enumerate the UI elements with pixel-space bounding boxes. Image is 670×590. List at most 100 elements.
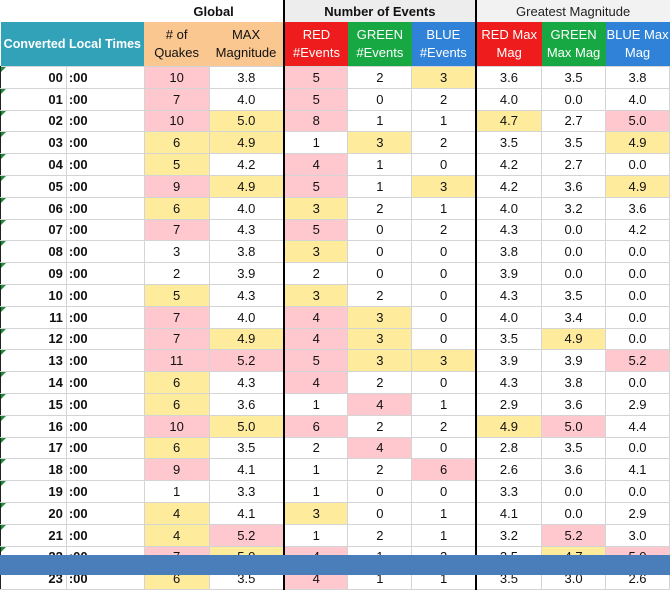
quakes-cell[interactable]: 6 <box>143 392 210 416</box>
hour-cell[interactable]: 12 <box>0 327 67 351</box>
hour-cell[interactable]: 16 <box>0 414 67 438</box>
green-events-cell[interactable]: 4 <box>347 436 413 460</box>
blue-max-mag-cell[interactable]: 0.0 <box>605 153 670 176</box>
red-events-cell[interactable]: 4 <box>283 371 349 394</box>
max-magnitude-cell[interactable]: 4.2 <box>208 153 285 176</box>
red-max-mag-cell[interactable]: 4.3 <box>475 283 543 307</box>
green-max-mag-cell[interactable]: 2.7 <box>541 153 607 176</box>
hour-cell[interactable]: 17 <box>0 436 67 460</box>
blue-events-cell[interactable]: 1 <box>411 501 477 525</box>
max-magnitude-cell[interactable]: 4.1 <box>208 458 285 482</box>
quakes-cell[interactable]: 4 <box>143 501 210 525</box>
red-max-mag-cell[interactable]: 4.9 <box>475 414 543 438</box>
hour-cell[interactable]: 14 <box>0 371 67 394</box>
red-events-cell[interactable]: 1 <box>283 458 349 482</box>
blue-max-mag-cell[interactable]: 4.9 <box>605 174 670 198</box>
green-max-mag-cell[interactable]: 3.5 <box>541 66 607 89</box>
blue-max-mag-cell[interactable]: 4.0 <box>605 87 670 111</box>
red-events-cell[interactable]: 5 <box>283 349 349 373</box>
green-events-cell[interactable]: 0 <box>347 501 413 525</box>
green-max-mag-cell[interactable]: 5.0 <box>541 414 607 438</box>
red-events-cell[interactable]: 4 <box>283 153 349 176</box>
hour-cell[interactable]: 07 <box>0 218 67 242</box>
minute-cell[interactable]: :00 <box>65 327 145 351</box>
red-events-cell[interactable]: 1 <box>283 480 349 503</box>
quakes-cell[interactable]: 7 <box>143 305 210 329</box>
blue-max-mag-cell[interactable]: 0.0 <box>605 327 670 351</box>
minute-cell[interactable]: :00 <box>65 174 145 198</box>
red-max-mag-cell[interactable]: 3.8 <box>475 240 543 264</box>
blue-events-cell[interactable]: 0 <box>411 436 477 460</box>
red-events-cell[interactable]: 5 <box>283 66 349 89</box>
red-events-cell[interactable]: 8 <box>283 109 349 133</box>
max-magnitude-cell[interactable]: 3.3 <box>208 480 285 503</box>
green-max-mag-cell[interactable]: 3.6 <box>541 458 607 482</box>
blue-max-mag-cell[interactable]: 4.1 <box>605 458 670 482</box>
quakes-cell[interactable]: 1 <box>143 480 210 503</box>
red-max-mag-cell[interactable]: 3.5 <box>475 131 543 155</box>
blue-events-cell[interactable]: 1 <box>411 392 477 416</box>
red-max-mag-cell[interactable]: 3.9 <box>475 262 543 285</box>
minute-cell[interactable]: :00 <box>65 196 145 220</box>
blue-max-mag-cell[interactable]: 3.0 <box>605 523 670 547</box>
blue-events-cell[interactable]: 2 <box>411 414 477 438</box>
red-max-mag-cell[interactable]: 3.9 <box>475 349 543 373</box>
red-events-cell[interactable]: 4 <box>283 305 349 329</box>
green-max-mag-cell[interactable]: 3.5 <box>541 283 607 307</box>
green-max-mag-cell[interactable]: 3.5 <box>541 131 607 155</box>
hour-cell[interactable]: 19 <box>0 480 67 503</box>
green-max-mag-cell[interactable]: 3.4 <box>541 305 607 329</box>
quakes-cell[interactable]: 3 <box>143 240 210 264</box>
minute-cell[interactable]: :00 <box>65 305 145 329</box>
green-events-cell[interactable]: 2 <box>347 283 413 307</box>
green-events-cell[interactable]: 0 <box>347 218 413 242</box>
blue-max-mag-cell[interactable]: 4.4 <box>605 414 670 438</box>
blue-events-cell[interactable]: 3 <box>411 174 477 198</box>
quakes-cell[interactable]: 2 <box>143 262 210 285</box>
minute-cell[interactable]: :00 <box>65 153 145 176</box>
green-events-cell[interactable]: 0 <box>347 480 413 503</box>
max-magnitude-cell[interactable]: 4.0 <box>208 305 285 329</box>
blue-max-mag-cell[interactable]: 4.9 <box>605 131 670 155</box>
minute-cell[interactable]: :00 <box>65 458 145 482</box>
quakes-cell[interactable]: 7 <box>143 87 210 111</box>
minute-cell[interactable]: :00 <box>65 262 145 285</box>
blue-max-mag-cell[interactable]: 0.0 <box>605 240 670 264</box>
minute-cell[interactable]: :00 <box>65 371 145 394</box>
minute-cell[interactable]: :00 <box>65 109 145 133</box>
hour-cell[interactable]: 06 <box>0 196 67 220</box>
quakes-cell[interactable]: 7 <box>143 327 210 351</box>
green-events-cell[interactable]: 2 <box>347 371 413 394</box>
green-max-mag-cell[interactable]: 0.0 <box>541 501 607 525</box>
red-max-mag-cell[interactable]: 3.6 <box>475 66 543 89</box>
minute-cell[interactable]: :00 <box>65 283 145 307</box>
hour-cell[interactable]: 04 <box>0 153 67 176</box>
blue-events-cell[interactable]: 6 <box>411 458 477 482</box>
green-max-mag-cell[interactable]: 4.9 <box>541 327 607 351</box>
blue-max-mag-cell[interactable]: 5.2 <box>605 349 670 373</box>
red-max-mag-cell[interactable]: 4.0 <box>475 196 543 220</box>
green-max-mag-cell[interactable]: 0.0 <box>541 480 607 503</box>
hour-cell[interactable]: 18 <box>0 458 67 482</box>
max-magnitude-cell[interactable]: 5.2 <box>208 349 285 373</box>
red-max-mag-cell[interactable]: 4.3 <box>475 218 543 242</box>
quakes-cell[interactable]: 6 <box>143 371 210 394</box>
red-max-mag-cell[interactable]: 2.9 <box>475 392 543 416</box>
quakes-cell[interactable]: 10 <box>143 109 210 133</box>
blue-max-mag-cell[interactable]: 3.8 <box>605 66 670 89</box>
max-magnitude-cell[interactable]: 4.9 <box>208 131 285 155</box>
red-events-cell[interactable]: 3 <box>283 240 349 264</box>
blue-events-cell[interactable]: 0 <box>411 153 477 176</box>
blue-events-cell[interactable]: 0 <box>411 305 477 329</box>
red-events-cell[interactable]: 1 <box>283 392 349 416</box>
hour-cell[interactable]: 20 <box>0 501 67 525</box>
blue-events-cell[interactable]: 0 <box>411 327 477 351</box>
green-events-cell[interactable]: 1 <box>347 109 413 133</box>
max-magnitude-cell[interactable]: 5.2 <box>208 523 285 547</box>
max-magnitude-cell[interactable]: 5.0 <box>208 414 285 438</box>
quakes-cell[interactable]: 9 <box>143 458 210 482</box>
blue-events-cell[interactable]: 2 <box>411 87 477 111</box>
blue-max-mag-cell[interactable]: 2.9 <box>605 392 670 416</box>
green-events-cell[interactable]: 0 <box>347 240 413 264</box>
green-max-mag-cell[interactable]: 3.8 <box>541 371 607 394</box>
